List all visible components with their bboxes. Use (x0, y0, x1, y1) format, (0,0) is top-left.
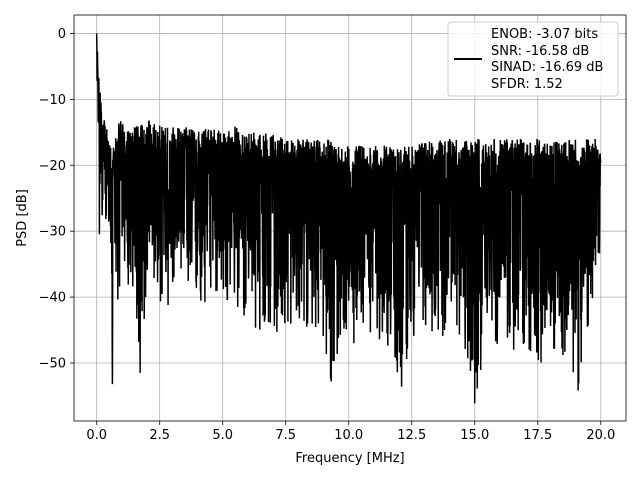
y-tick-label: −40 (39, 291, 66, 306)
x-tick-label: 2.5 (149, 428, 170, 443)
x-ticks: 0.0 2.5 5.0 7.5 10.0 12.5 15.0 17.5 20.0 (86, 421, 615, 443)
x-tick-label: 5.0 (212, 428, 233, 443)
y-tick-label: −20 (39, 159, 66, 174)
legend: ENOB: -3.07 bits SNR: -16.58 dB SINAD: -… (447, 21, 619, 97)
plot-frame (73, 14, 627, 422)
y-tick-label: −10 (39, 93, 66, 108)
legend-entry-sinad: SINAD: -16.69 dB (491, 60, 603, 75)
legend-entry-enob: ENOB: -3.07 bits (491, 27, 598, 42)
y-tick-label: 0 (58, 27, 66, 42)
psd-series (95, 33, 602, 404)
legend-box (447, 21, 619, 97)
x-tick-label: 12.5 (397, 428, 426, 443)
legend-entry-sfdr: SFDR: 1.52 (491, 77, 563, 92)
psd-line (95, 33, 602, 404)
y-axis-label: PSD [dB] (15, 189, 30, 247)
legend-entry-snr: SNR: -16.58 dB (491, 44, 589, 59)
x-axis-label: Frequency [MHz] (295, 451, 404, 466)
x-tick-label: 20.0 (586, 428, 615, 443)
x-tick-label: 7.5 (275, 428, 296, 443)
y-tick-label: −30 (39, 225, 66, 240)
y-ticks: 0 −10 −20 −30 −40 −50 (39, 27, 74, 372)
x-tick-label: 10.0 (334, 428, 363, 443)
x-tick-label: 0.0 (86, 428, 107, 443)
y-tick-label: −50 (39, 357, 66, 372)
x-tick-label: 15.0 (460, 428, 489, 443)
x-tick-label: 17.5 (523, 428, 552, 443)
